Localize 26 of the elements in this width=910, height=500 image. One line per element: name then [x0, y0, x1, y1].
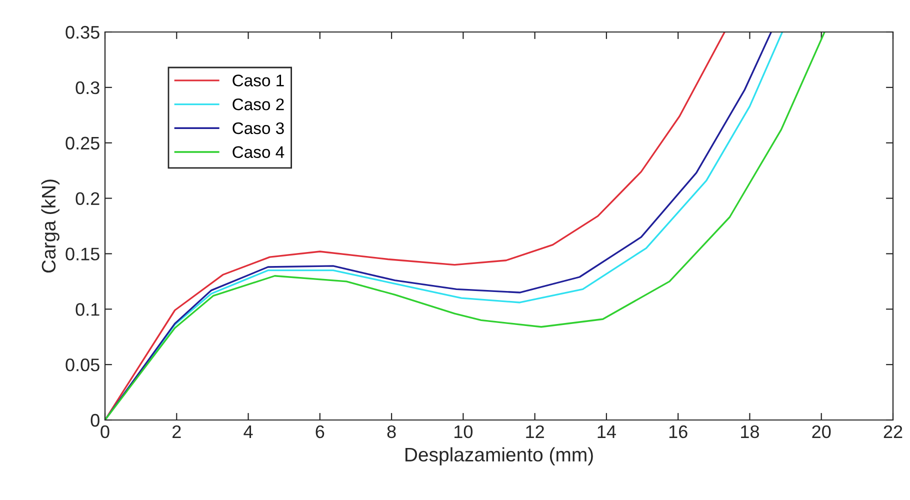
y-tick-label: 0.3 — [76, 81, 100, 94]
legend-label: Caso 4 — [232, 146, 284, 158]
x-tick-label: 4 — [244, 426, 253, 438]
y-axis-title: Carga (kN) — [41, 180, 60, 273]
x-tick-label: 20 — [812, 425, 831, 438]
legend-label: Caso 2 — [232, 98, 284, 110]
x-tick-label: 22 — [884, 425, 902, 438]
x-tick-label: 16 — [669, 425, 688, 438]
x-tick-label: 12 — [526, 425, 544, 438]
x-tick-label: 0 — [100, 425, 110, 438]
y-tick-label: 0.15 — [66, 248, 100, 260]
x-tick-label: 10 — [454, 425, 473, 438]
legend-label: Caso 1 — [232, 74, 284, 86]
x-axis-title: Desplazamiento (mm) — [406, 447, 593, 466]
y-tick-label: 0.2 — [76, 192, 100, 206]
y-tick-label: 0.25 — [66, 136, 100, 150]
y-tick-label: 0.05 — [66, 358, 100, 372]
x-tick-label: 8 — [387, 425, 396, 438]
x-tick-label: 14 — [598, 426, 616, 438]
y-tick-label: 0 — [90, 414, 100, 427]
legend-label: Caso 3 — [232, 122, 284, 134]
y-tick-label: 0.1 — [76, 303, 100, 316]
x-tick-label: 6 — [316, 425, 324, 438]
x-tick-label: 2 — [172, 425, 181, 438]
y-tick-label: 0.35 — [66, 26, 100, 39]
x-tick-label: 18 — [741, 425, 759, 438]
